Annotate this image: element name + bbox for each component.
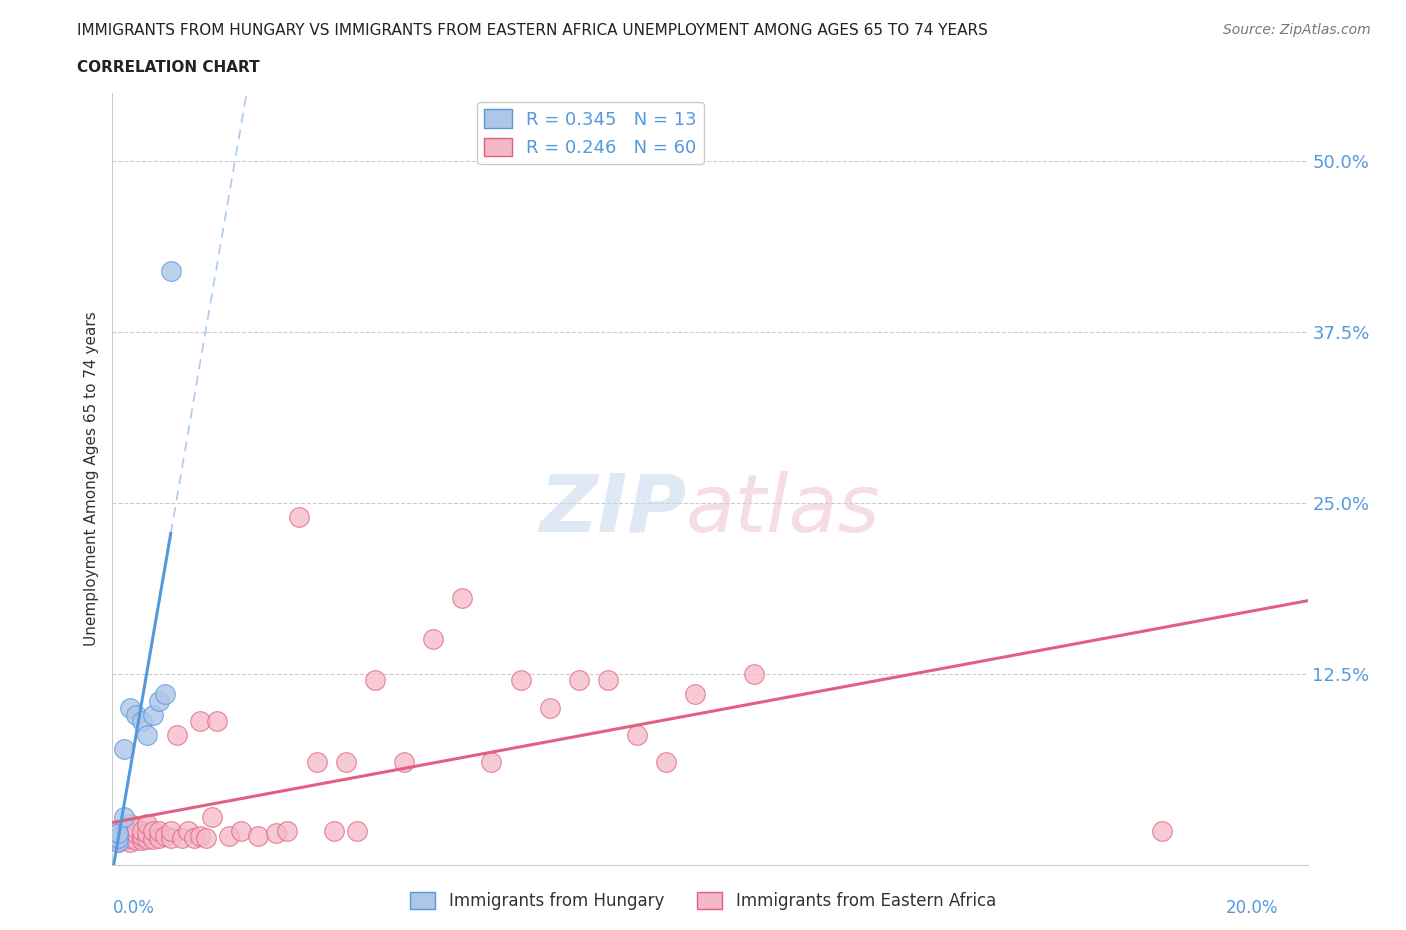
Point (188, 714, 211, 729)
Text: IMMIGRANTS FROM HUNGARY VS IMMIGRANTS FROM EASTERN AFRICA UNEMPLOYMENT AMONG AGE: IMMIGRANTS FROM HUNGARY VS IMMIGRANTS FR… (77, 23, 988, 38)
Point (288, 509, 311, 524)
Point (112, 741, 135, 756)
Point (159, 263, 181, 278)
Legend: Immigrants from Hungary, Immigrants from Eastern Africa: Immigrants from Hungary, Immigrants from… (404, 885, 1002, 917)
Point (153, 829, 176, 844)
Point (247, 829, 270, 844)
Point (422, 632, 444, 647)
Point (159, 823, 181, 838)
Point (346, 823, 368, 838)
Point (107, 834, 129, 849)
Point (276, 823, 298, 838)
Point (166, 727, 188, 742)
Point (153, 686, 176, 701)
Point (305, 755, 328, 770)
Point (626, 727, 648, 742)
Point (112, 810, 135, 825)
Point (392, 755, 415, 770)
Point (148, 694, 170, 709)
Point (194, 830, 217, 845)
Point (136, 817, 159, 831)
Point (596, 673, 619, 688)
Point (451, 591, 474, 606)
Point (136, 826, 159, 841)
Text: Source: ZipAtlas.com: Source: ZipAtlas.com (1223, 23, 1371, 37)
Point (131, 833, 153, 848)
Point (107, 833, 129, 848)
Point (118, 834, 141, 849)
Text: CORRELATION CHART: CORRELATION CHART (77, 60, 260, 75)
Text: 0.0%: 0.0% (112, 899, 155, 917)
Point (159, 830, 181, 845)
Point (172, 830, 194, 845)
Point (125, 826, 148, 841)
Point (118, 817, 141, 831)
Point (685, 686, 707, 701)
Point (148, 823, 170, 838)
Point (481, 755, 503, 770)
Point (218, 829, 240, 844)
Point (200, 810, 222, 825)
Point (229, 823, 252, 838)
Point (207, 714, 229, 729)
Point (142, 823, 165, 838)
Point (118, 830, 141, 845)
Point (655, 755, 678, 770)
Text: atlas: atlas (686, 471, 882, 549)
Point (131, 714, 153, 729)
Point (107, 830, 129, 845)
Point (118, 700, 141, 715)
Point (264, 826, 287, 841)
Point (509, 673, 531, 688)
Point (112, 826, 135, 841)
Point (107, 830, 129, 845)
Point (125, 833, 148, 848)
Point (323, 823, 346, 838)
Point (568, 673, 591, 688)
Point (107, 826, 129, 841)
Point (107, 826, 129, 841)
Text: ZIP: ZIP (538, 471, 686, 549)
Text: 20.0%: 20.0% (1226, 899, 1278, 917)
Legend: R = 0.345   N = 13, R = 0.246   N = 60: R = 0.345 N = 13, R = 0.246 N = 60 (477, 102, 704, 165)
Point (131, 823, 153, 838)
Point (183, 830, 205, 845)
Point (188, 829, 211, 844)
Point (112, 823, 135, 838)
Point (538, 700, 561, 715)
Y-axis label: Unemployment Among Ages 65 to 74 years: Unemployment Among Ages 65 to 74 years (84, 312, 100, 646)
Point (742, 666, 765, 681)
Point (148, 830, 170, 845)
Point (107, 834, 129, 849)
Point (131, 829, 153, 844)
Point (142, 831, 165, 846)
Point (112, 833, 135, 848)
Point (125, 707, 148, 722)
Point (335, 755, 357, 770)
Point (1150, 823, 1173, 838)
Point (142, 707, 165, 722)
Point (136, 727, 159, 742)
Point (112, 830, 135, 845)
Point (136, 831, 159, 846)
Point (177, 823, 200, 838)
Point (364, 673, 387, 688)
Point (125, 820, 148, 835)
